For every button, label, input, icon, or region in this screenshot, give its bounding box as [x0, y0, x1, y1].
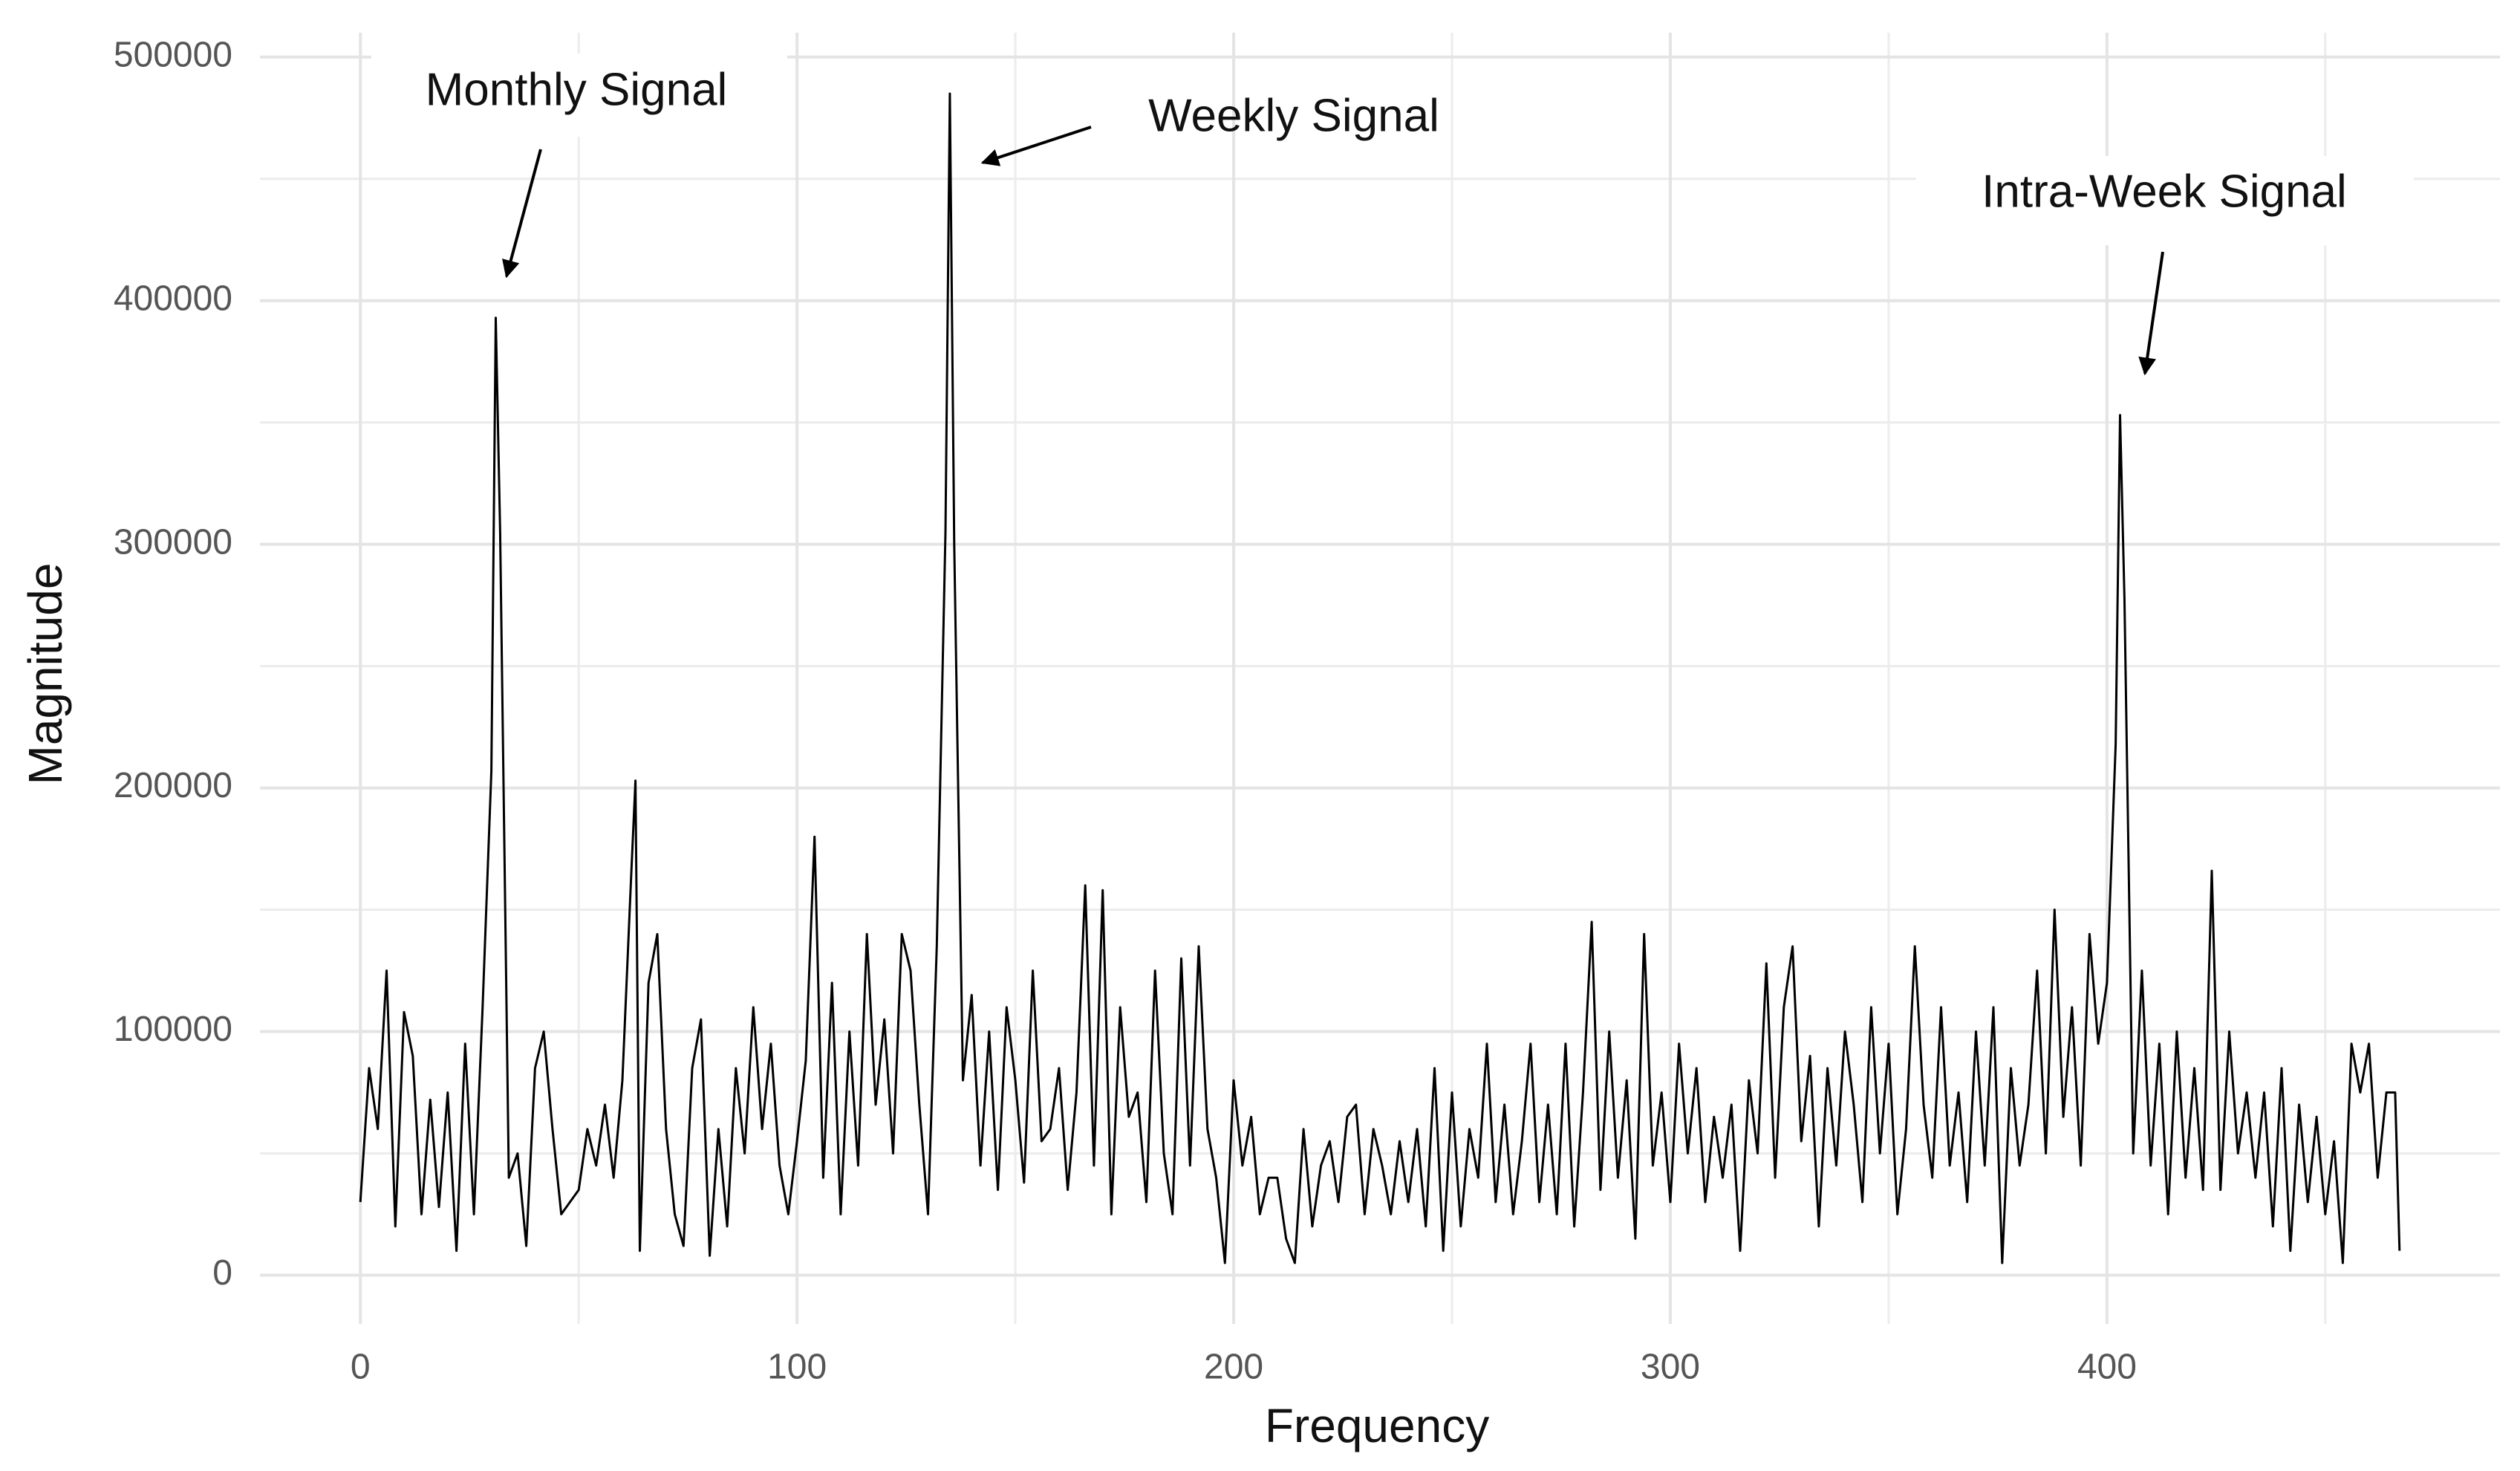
x-tick-label: 300 — [1641, 1348, 1700, 1387]
y-tick-label: 300000 — [114, 522, 232, 562]
labels: Frequency Magnitude 0 100 200 300 400 0 100000… — [19, 35, 2137, 1452]
y-tick-label: 200000 — [114, 766, 232, 805]
annotation-arrow — [980, 126, 1092, 166]
annotation: Monthly Signal — [426, 64, 728, 115]
y-axis-title: Magnitude — [19, 563, 72, 785]
y-tick-label: 100000 — [114, 1010, 232, 1049]
x-tick-label: 200 — [1204, 1348, 1263, 1387]
plot — [359, 92, 2401, 1264]
annotation-box — [1916, 156, 2414, 245]
x-tick-label: 400 — [2077, 1348, 2137, 1387]
annotation-arrow — [502, 149, 542, 279]
x-axis-title: Frequency — [1265, 1399, 1489, 1452]
x-tick-label: 0 — [351, 1348, 371, 1387]
y-tick-label: 500000 — [114, 35, 232, 74]
x-tick-label: 100 — [767, 1348, 827, 1387]
grid — [260, 33, 2500, 1324]
annotation-box — [371, 53, 787, 137]
annotation: Weekly Signal — [1148, 90, 1439, 141]
annotation-arrow — [2138, 251, 2164, 376]
annotations: Monthly Signal Weekly Signal Intra-Week … — [371, 53, 2414, 376]
y-tick-label: 400000 — [114, 279, 232, 318]
series-line — [359, 92, 2401, 1264]
annotation: Intra-Week Signal — [1982, 166, 2347, 217]
y-tick-label: 0 — [212, 1253, 232, 1293]
